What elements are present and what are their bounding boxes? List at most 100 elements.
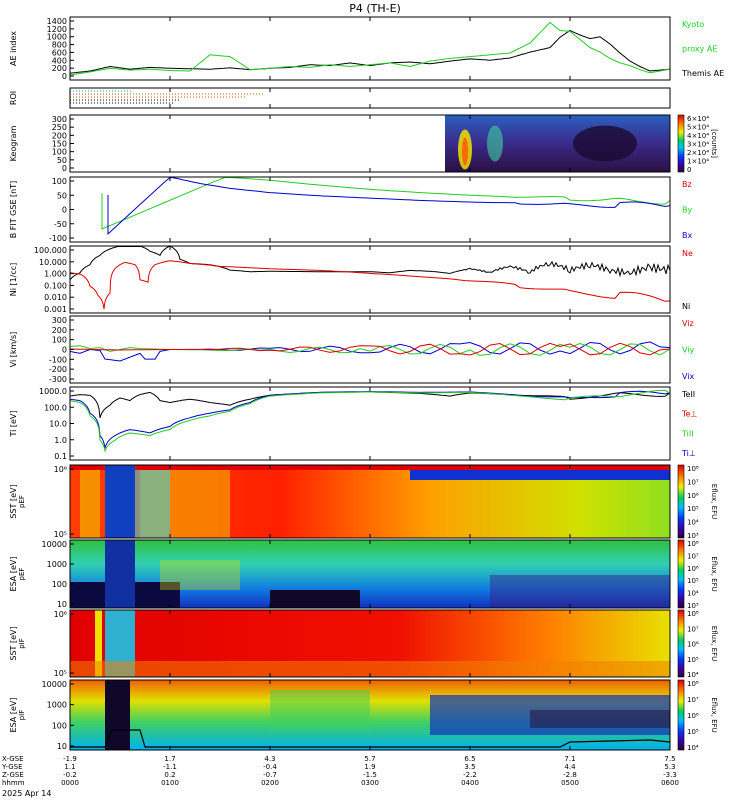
ae-ytick-label: 1000 <box>47 33 67 42</box>
density-legend-entry: Ni <box>682 302 690 311</box>
keogram-colorbar-label: [counts] <box>710 129 718 158</box>
xaxis-tick-label: -1.5 <box>363 771 377 779</box>
ae-legend-entry: Kyoto <box>682 20 704 29</box>
keogram-colorbar-tick: 2×10⁴ <box>687 149 709 157</box>
keogram-colorbar-tick: 1×10⁴ <box>687 158 709 166</box>
esa-pif-boundary <box>70 729 671 748</box>
xaxis-tick-label: 3.5 <box>464 763 475 771</box>
density-frame <box>69 245 671 314</box>
xaxis-row-label: Z-GSE <box>2 771 24 779</box>
xaxis-tick-label: 0.2 <box>164 771 175 779</box>
temperature-series-line <box>69 390 671 449</box>
ae-series-line <box>69 29 671 74</box>
velocity-ylabel: Vi [km/s] <box>9 332 18 368</box>
esa_pef-ytick-label: 100 <box>52 580 67 589</box>
sst-pef-gap <box>105 465 135 538</box>
ae-ytick-label: 0 <box>62 72 67 81</box>
esa_pif-colorbar-label: Eflux, EFU <box>710 697 718 732</box>
sst_pif-colorbar-tick: 10⁸ <box>687 610 699 618</box>
xaxis-tick-label: -0.2 <box>63 771 77 779</box>
xaxis-tick-label: 4.3 <box>264 755 275 763</box>
sst-pef-cyan <box>135 470 170 538</box>
xaxis-tick-label: 0200 <box>261 779 279 787</box>
velocity-ytick-label: 0 <box>62 346 67 355</box>
esa_pef-ytick-label: 10 <box>57 600 67 609</box>
esa_pef-colorbar-tick: 10⁶ <box>687 565 699 573</box>
bfit-ytick-label: -100 <box>49 234 67 243</box>
velocity-ytick-label: 100 <box>52 336 67 345</box>
ae-ytick-label: 600 <box>52 48 67 57</box>
esa_pif-ytick-label: 1000 <box>47 701 67 710</box>
keogram-colorbar <box>677 114 685 173</box>
ae-legend-entry: Themis AE <box>681 69 724 78</box>
keogram-colorbar-tick: 0 <box>687 166 691 174</box>
esa_pif-colorbar-tick: 10⁴ <box>687 744 699 752</box>
esa_pef-ytick-label: 10000 <box>42 540 67 549</box>
xaxis-tick-label: -0.4 <box>263 763 277 771</box>
esa_pif-ylabel: ESA [eV] <box>9 698 18 733</box>
sst_pif-ytick-label: 10⁵ <box>54 669 67 678</box>
keogram-aurora-band <box>487 125 503 162</box>
velocity-ytick-label: 300 <box>52 316 67 325</box>
bfit-ytick-label: 0 <box>62 206 67 215</box>
keogram-ytick-label: 250 <box>52 123 67 132</box>
ae-series-line <box>69 21 671 76</box>
xaxis-tick-label: 0100 <box>161 779 179 787</box>
esa_pif-ytick-label: 10000 <box>42 680 67 689</box>
keogram-colorbar-tick: 4×10⁴ <box>687 132 709 140</box>
xaxis-tick-label: -3.3 <box>663 771 677 779</box>
sst_pif-colorbar <box>677 609 685 678</box>
keogram-ytick-label: 100 <box>52 148 67 157</box>
sst-pef-noise-band <box>410 470 670 480</box>
esa_pef-colorbar-tick: 10⁷ <box>687 552 699 560</box>
spectrogram-layer <box>70 115 670 750</box>
keogram-colorbar-tick: 6×10⁴ <box>687 115 709 123</box>
esa-pif-green <box>270 690 370 730</box>
xaxis-tick-label: 0500 <box>561 779 579 787</box>
sst_pef-sublabel: pEF <box>18 495 26 508</box>
sst_pif-colorbar-tick: 10⁵ <box>687 656 699 664</box>
temperature-ytick-label: 1.0 <box>54 436 67 445</box>
esa-pef-yellow <box>160 560 240 590</box>
bfit-legend-entry: Bz <box>682 180 692 189</box>
density-ytick-label: 0.010 <box>44 293 67 302</box>
xaxis-tick-label: 4.4 <box>564 763 576 771</box>
esa-pef-gap <box>105 540 135 608</box>
velocity-series-line <box>69 342 671 356</box>
esa_pef-colorbar-tick: 10⁸ <box>687 540 699 548</box>
sst_pef-ytick-label: 10⁵ <box>54 530 67 539</box>
xaxis-tick-label: 0300 <box>361 779 379 787</box>
xaxis-tick-label: -1.1 <box>163 763 177 771</box>
sst-pef-yellow <box>80 470 100 538</box>
temperature-ylabel: Ti [eV] <box>9 410 18 437</box>
ae-ytick-label: 800 <box>52 41 67 50</box>
temperature-frame <box>69 386 671 461</box>
xaxis-tick-label: -2.2 <box>463 771 477 779</box>
esa_pif-ytick-label: 10 <box>57 742 67 751</box>
sst_pef-colorbar-tick: 10⁸ <box>687 465 699 473</box>
labels-layer: 6×10⁴5×10⁴4×10⁴3×10⁴2×10⁴1×10⁴0[counts]1… <box>1 17 724 787</box>
bfit-series-line <box>101 177 671 230</box>
xaxis-tick-label: 1.7 <box>164 755 175 763</box>
density-ytick-label: 0.100 <box>44 281 67 290</box>
velocity-series-line <box>69 342 671 356</box>
esa_pef-ytick-label: 1000 <box>47 560 67 569</box>
velocity-ytick-label: -300 <box>49 375 67 384</box>
velocity-ytick-label: 200 <box>52 326 67 335</box>
esa_pef-colorbar-tick: 10⁴ <box>687 590 699 598</box>
density-ytick-label: 0.001 <box>44 305 67 314</box>
esa_pef-colorbar-label: Eflux, EFU <box>710 556 718 591</box>
sst_pif-sublabel: pIF <box>18 638 26 649</box>
xaxis-tick-label: 0600 <box>661 779 679 787</box>
density-ytick-label: 10.000 <box>39 258 67 267</box>
sst_pef-colorbar-tick: 10⁵ <box>687 505 699 513</box>
esa_pef-colorbar <box>677 539 685 609</box>
esa_pif-sublabel: pIF <box>18 710 26 721</box>
esa-pef-purple <box>490 575 670 608</box>
keogram-ytick-label: 0 <box>62 164 67 173</box>
bfit-ytick-label: 100 <box>52 177 67 186</box>
sst_pef-ylabel: SST [eV] <box>9 484 18 518</box>
ae-legend-entry: proxy AE <box>682 45 717 54</box>
esa_pif-ytick-label: 100 <box>52 721 67 730</box>
sst_pif-colorbar-tick: 10⁴ <box>687 671 699 679</box>
